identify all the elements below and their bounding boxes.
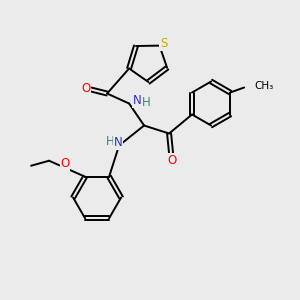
Text: O: O <box>167 154 177 167</box>
Text: H: H <box>142 96 151 109</box>
Text: N: N <box>114 136 122 149</box>
Text: N: N <box>133 94 142 107</box>
Text: H: H <box>106 135 115 148</box>
Text: S: S <box>160 37 167 50</box>
Text: CH₃: CH₃ <box>254 80 273 91</box>
Text: O: O <box>61 157 70 170</box>
Text: O: O <box>82 82 91 95</box>
